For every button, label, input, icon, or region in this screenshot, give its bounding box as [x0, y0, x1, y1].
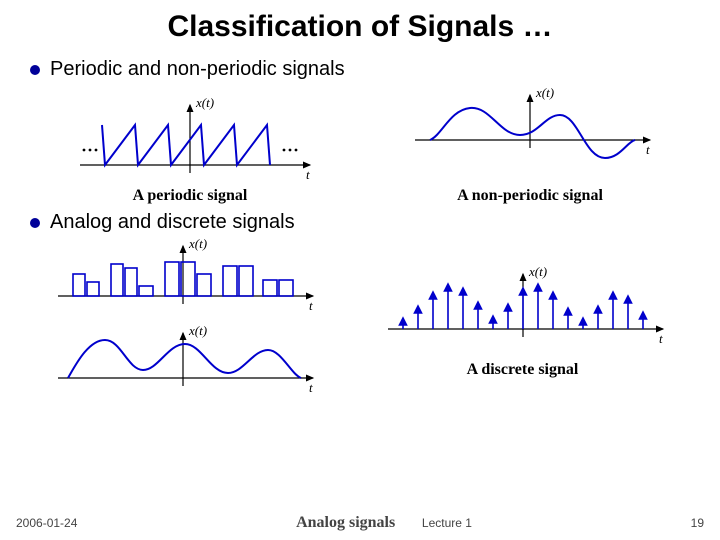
footer-center: Lecture 1 — [422, 516, 472, 530]
figure-row-2: x(t) t x(t) t x(t) t A discrete signal — [0, 234, 720, 403]
discrete-signal-plot: x(t) t — [373, 264, 673, 359]
svg-text:x(t): x(t) — [188, 236, 207, 251]
svg-text:t: t — [309, 298, 313, 313]
bullet-row-1: Periodic and non-periodic signals — [0, 58, 720, 81]
analog-quantized-plot: x(t) t — [48, 236, 318, 321]
svg-text:t: t — [306, 167, 310, 182]
analog-continuous-plot: x(t) t — [48, 323, 318, 403]
svg-text:x(t): x(t) — [528, 264, 547, 279]
svg-text:x(t): x(t) — [535, 85, 554, 100]
analog-figures: x(t) t x(t) t — [48, 236, 318, 403]
periodic-figure: x(t) t A periodic signal — [60, 95, 320, 205]
footer-date: 2006-01-24 — [16, 516, 77, 530]
bullet-icon — [30, 218, 40, 228]
periodic-caption: A periodic signal — [133, 187, 248, 205]
bullet-row-2: Analog and discrete signals — [0, 211, 720, 234]
svg-text:x(t): x(t) — [188, 323, 207, 338]
svg-text:t: t — [309, 380, 313, 395]
slide-footer: 2006-01-24 Analog signals Lecture 1 19 — [0, 514, 720, 532]
discrete-figure: x(t) t A discrete signal — [373, 264, 673, 379]
nonperiodic-figure: x(t) t A non-periodic signal — [400, 85, 660, 205]
bullet-text-2: Analog and discrete signals — [50, 211, 295, 234]
svg-text:t: t — [646, 142, 650, 157]
periodic-signal-plot: x(t) t — [60, 95, 320, 185]
slide-title: Classification of Signals … — [0, 0, 720, 44]
figure-row-1: x(t) t A periodic signal x(t) t A non-peri… — [0, 81, 720, 205]
bullet-text-1: Periodic and non-periodic signals — [50, 58, 345, 81]
discrete-caption: A discrete signal — [467, 361, 579, 379]
svg-text:t: t — [659, 331, 663, 346]
analog-caption: Analog signals — [296, 514, 395, 531]
svg-text:x(t): x(t) — [195, 95, 214, 110]
nonperiodic-caption: A non-periodic signal — [457, 187, 603, 205]
bullet-icon — [30, 65, 40, 75]
nonperiodic-signal-plot: x(t) t — [400, 85, 660, 185]
footer-page: 19 — [691, 516, 704, 530]
